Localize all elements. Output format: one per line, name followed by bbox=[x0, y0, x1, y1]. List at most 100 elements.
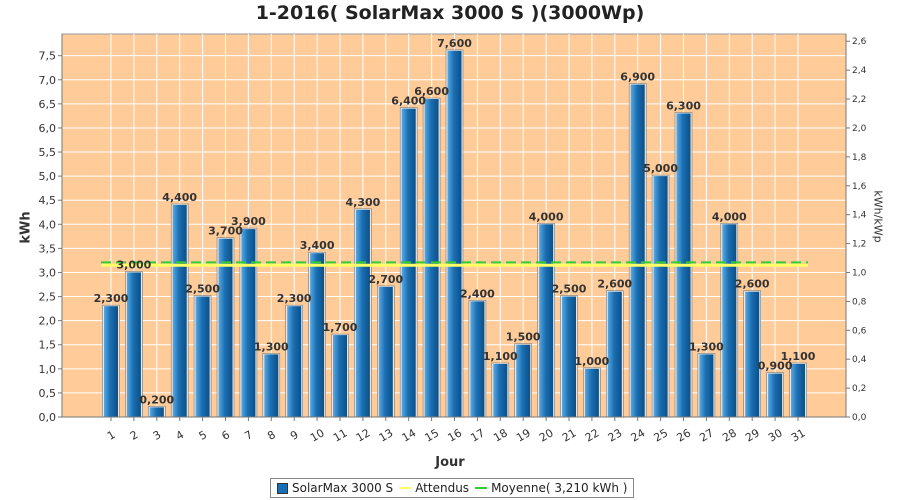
data-label: 2,300 bbox=[94, 292, 129, 305]
y-right-tick-label: 2,0 bbox=[852, 124, 867, 134]
x-tick-label: 7 bbox=[242, 428, 255, 443]
data-label: 6,900 bbox=[620, 71, 655, 84]
x-tick-label: 25 bbox=[652, 426, 671, 444]
bar bbox=[195, 296, 210, 417]
bar bbox=[310, 253, 325, 417]
y-tick-label: 0,0 bbox=[39, 411, 57, 424]
data-label: 4,400 bbox=[162, 191, 197, 204]
legend-item-average: Moyenne( 3,210 kWh ) bbox=[475, 481, 627, 495]
x-tick-label: 3 bbox=[151, 428, 164, 443]
y-right-tick-label: 0,2 bbox=[852, 384, 866, 394]
legend-item-expected: Attendus bbox=[399, 481, 469, 495]
y-tick-label: 1,0 bbox=[39, 363, 57, 376]
bar bbox=[241, 229, 256, 417]
bar bbox=[584, 368, 599, 417]
bar bbox=[722, 224, 737, 417]
bar bbox=[218, 238, 233, 417]
data-label: 2,700 bbox=[368, 273, 403, 286]
y-right-tick-label: 2,2 bbox=[852, 95, 866, 105]
data-label: 1,100 bbox=[483, 350, 518, 363]
bar bbox=[424, 99, 439, 418]
x-tick-label: 27 bbox=[697, 426, 716, 444]
y-right-tick-label: 1,0 bbox=[852, 268, 867, 278]
y-right-tick-label: 2,6 bbox=[852, 37, 867, 47]
x-tick-label: 16 bbox=[445, 426, 464, 444]
y-tick-label: 2,5 bbox=[39, 291, 57, 304]
bar bbox=[516, 344, 531, 417]
bar bbox=[493, 364, 508, 417]
data-label: 1,100 bbox=[781, 350, 816, 363]
y-right-tick-label: 0,6 bbox=[852, 326, 867, 336]
x-tick-label: 9 bbox=[288, 428, 301, 443]
data-label: 0,200 bbox=[139, 393, 174, 406]
legend-label-production: SolarMax 3000 S bbox=[292, 481, 394, 495]
y-tick-label: 7,0 bbox=[39, 74, 57, 87]
bar bbox=[630, 84, 645, 418]
y-right-tick-label: 1,6 bbox=[852, 182, 867, 192]
x-tick-label: 18 bbox=[491, 426, 510, 444]
bar bbox=[126, 272, 141, 417]
x-tick-label: 20 bbox=[537, 426, 556, 444]
x-tick-label: 31 bbox=[789, 426, 808, 444]
x-tick-label: 24 bbox=[629, 426, 648, 444]
y-tick-label: 3,0 bbox=[39, 266, 57, 279]
x-tick-label: 11 bbox=[331, 426, 350, 444]
bar bbox=[172, 205, 187, 417]
chart-title: 1-2016( SolarMax 3000 S )(3000Wp) bbox=[255, 2, 645, 24]
x-tick-label: 1 bbox=[105, 428, 118, 443]
data-label: 3,000 bbox=[117, 258, 152, 271]
legend-line-expected bbox=[399, 487, 412, 489]
bar bbox=[447, 50, 462, 417]
bar bbox=[264, 354, 279, 417]
x-tick-label: 19 bbox=[514, 426, 533, 444]
x-tick-label: 23 bbox=[606, 426, 625, 444]
x-tick-label: 10 bbox=[308, 426, 327, 444]
y-right-tick-label: 1,4 bbox=[852, 211, 867, 221]
x-axis-label: Jour bbox=[435, 455, 465, 470]
x-tick-label: 21 bbox=[560, 426, 579, 444]
x-tick-label: 26 bbox=[674, 426, 693, 444]
data-label: 3,700 bbox=[208, 225, 243, 238]
data-label: 2,500 bbox=[552, 283, 587, 296]
data-label: 2,300 bbox=[277, 292, 312, 305]
data-label: 4,000 bbox=[529, 210, 564, 223]
y-tick-label: 5,5 bbox=[39, 146, 57, 159]
data-label: 7,600 bbox=[437, 37, 472, 50]
y-tick-label: 3,5 bbox=[39, 242, 57, 255]
y-right-tick-label: 0,8 bbox=[852, 297, 867, 307]
x-tick-label: 30 bbox=[766, 426, 785, 444]
legend: SolarMax 3000 S Attendus Moyenne( 3,210 … bbox=[270, 478, 635, 498]
x-tick-label: 4 bbox=[174, 428, 187, 443]
x-tick-label: 13 bbox=[377, 426, 396, 444]
data-label: 6,600 bbox=[414, 85, 449, 98]
x-tick-label: 12 bbox=[354, 426, 373, 444]
data-label: 5,000 bbox=[643, 162, 678, 175]
y-right-tick-label: 0,0 bbox=[852, 413, 867, 423]
data-label: 1,500 bbox=[506, 331, 541, 344]
data-label: 2,500 bbox=[185, 283, 220, 296]
bar bbox=[791, 364, 805, 417]
bar bbox=[607, 291, 622, 417]
data-label: 3,400 bbox=[300, 239, 335, 252]
x-tick-label: 15 bbox=[423, 426, 442, 444]
bar bbox=[355, 209, 370, 417]
legend-item-production: SolarMax 3000 S bbox=[277, 481, 393, 495]
x-tick-label: 17 bbox=[468, 426, 487, 444]
data-label: 3,900 bbox=[231, 215, 266, 228]
data-label: 2,400 bbox=[460, 287, 495, 300]
y-tick-label: 5,0 bbox=[39, 170, 57, 183]
bar bbox=[333, 335, 347, 417]
bar bbox=[149, 407, 164, 417]
y-right-tick-label: 0,4 bbox=[852, 355, 867, 365]
bar bbox=[745, 291, 760, 417]
data-label: 1,000 bbox=[575, 355, 610, 368]
bar bbox=[653, 176, 668, 417]
bar bbox=[378, 286, 393, 417]
data-label: 1,300 bbox=[254, 340, 289, 353]
y-tick-label: 2,0 bbox=[39, 315, 57, 328]
data-label: 2,600 bbox=[735, 278, 770, 291]
y-tick-label: 4,5 bbox=[39, 194, 57, 207]
legend-label-average: Moyenne( 3,210 kWh ) bbox=[491, 481, 628, 495]
bar bbox=[768, 373, 783, 417]
